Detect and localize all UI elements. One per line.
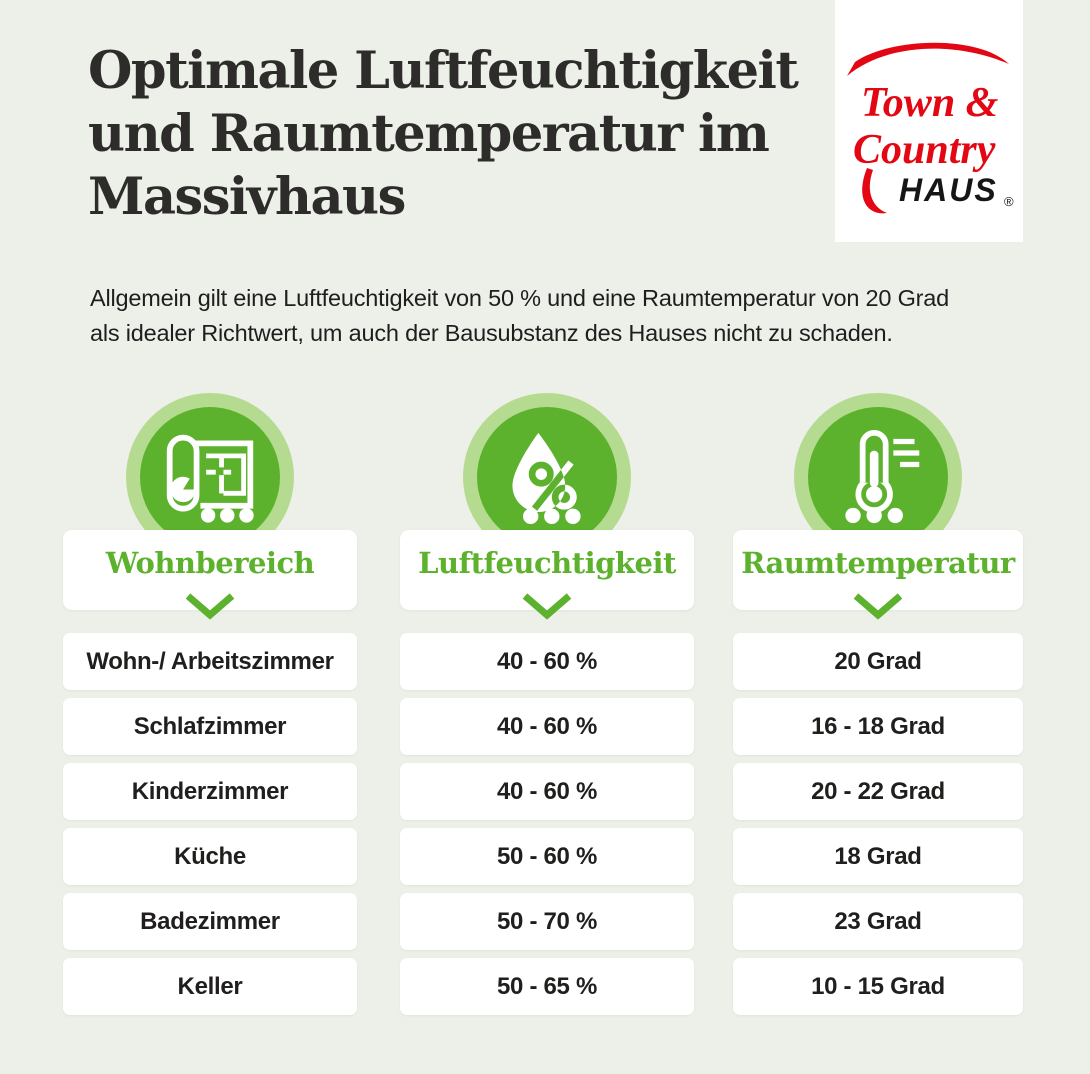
column-wohnbereich: Wohnbereich Wohn-/ Arbeitszimmer Schlafz… bbox=[63, 0, 357, 1074]
column-header-luftfeuchtigkeit: Luftfeuchtigkeit bbox=[400, 530, 694, 620]
cell-temperature: 10 - 15 Grad bbox=[733, 958, 1023, 1015]
thermometer-icon bbox=[845, 430, 920, 524]
logo-text-haus: HAUS bbox=[899, 172, 998, 208]
cell-temperature: 18 Grad bbox=[733, 828, 1023, 885]
cell-room: Badezimmer bbox=[63, 893, 357, 950]
luftfeuchtigkeit-circle-inner bbox=[477, 407, 617, 547]
cell-temperature: 16 - 18 Grad bbox=[733, 698, 1023, 755]
chevron-down-icon bbox=[185, 593, 235, 620]
chevron-down-icon bbox=[853, 593, 903, 620]
cell-humidity: 50 - 65 % bbox=[400, 958, 694, 1015]
raumtemperatur-circle-inner bbox=[808, 407, 948, 547]
cell-room: Wohn-/ Arbeitszimmer bbox=[63, 633, 357, 690]
logo-text-town: Town & bbox=[861, 80, 999, 126]
column-header-raumtemperatur: Raumtemperatur bbox=[733, 530, 1023, 620]
logo-text-country: Country bbox=[853, 127, 996, 173]
cell-humidity: 40 - 60 % bbox=[400, 698, 694, 755]
temperature-scale-lines bbox=[893, 438, 920, 468]
title-line-2: und Raumtemperatur im bbox=[88, 104, 770, 165]
cell-room: Kinderzimmer bbox=[63, 763, 357, 820]
intro-line-1: Allgemein gilt eine Luftfeuchtigkeit von… bbox=[90, 285, 950, 311]
cell-room: Keller bbox=[63, 958, 357, 1015]
logo-swoosh bbox=[847, 42, 1009, 76]
cell-room: Schlafzimmer bbox=[63, 698, 357, 755]
cell-humidity: 40 - 60 % bbox=[400, 763, 694, 820]
registered-mark: ® bbox=[1004, 194, 1014, 209]
blueprint-icon bbox=[166, 434, 254, 523]
column-header-label: Raumtemperatur bbox=[741, 546, 1015, 580]
column-raumtemperatur: Raumtemperatur 20 Grad 16 - 18 Grad 20 -… bbox=[733, 0, 1023, 1074]
cell-temperature: 20 Grad bbox=[733, 633, 1023, 690]
wohnbereich-circle-inner bbox=[140, 407, 280, 547]
town-country-logo: Town & Country HAUS ® bbox=[835, 0, 1023, 242]
humidity-drop-icon bbox=[512, 432, 581, 525]
column-header-label: Luftfeuchtigkeit bbox=[418, 546, 676, 580]
cell-room: Küche bbox=[63, 828, 357, 885]
cell-humidity: 50 - 60 % bbox=[400, 828, 694, 885]
town-country-logo-graphic: Town & Country HAUS ® bbox=[847, 42, 1014, 214]
intro-line-2: als idealer Richtwert, um auch der Bausu… bbox=[90, 319, 893, 346]
column-header-label: Wohnbereich bbox=[105, 546, 315, 580]
column-header-wohnbereich: Wohnbereich bbox=[63, 530, 357, 620]
cell-temperature: 20 - 22 Grad bbox=[733, 763, 1023, 820]
logo-c-tail bbox=[862, 168, 887, 214]
chevron-down-icon bbox=[522, 593, 572, 620]
intro-text: Allgemein gilt eine Luftfeuchtigkeit von… bbox=[90, 281, 949, 350]
cell-humidity: 50 - 70 % bbox=[400, 893, 694, 950]
page-title: Optimale Luftfeuchtigkeit und Raumtemper… bbox=[88, 40, 868, 230]
column-luftfeuchtigkeit: Luftfeuchtigkeit 40 - 60 % 40 - 60 % 40 … bbox=[400, 0, 694, 1074]
title-line-3: Massivhaus bbox=[88, 167, 406, 228]
cell-humidity: 40 - 60 % bbox=[400, 633, 694, 690]
cell-temperature: 23 Grad bbox=[733, 893, 1023, 950]
title-line-1: Optimale Luftfeuchtigkeit bbox=[88, 41, 799, 101]
